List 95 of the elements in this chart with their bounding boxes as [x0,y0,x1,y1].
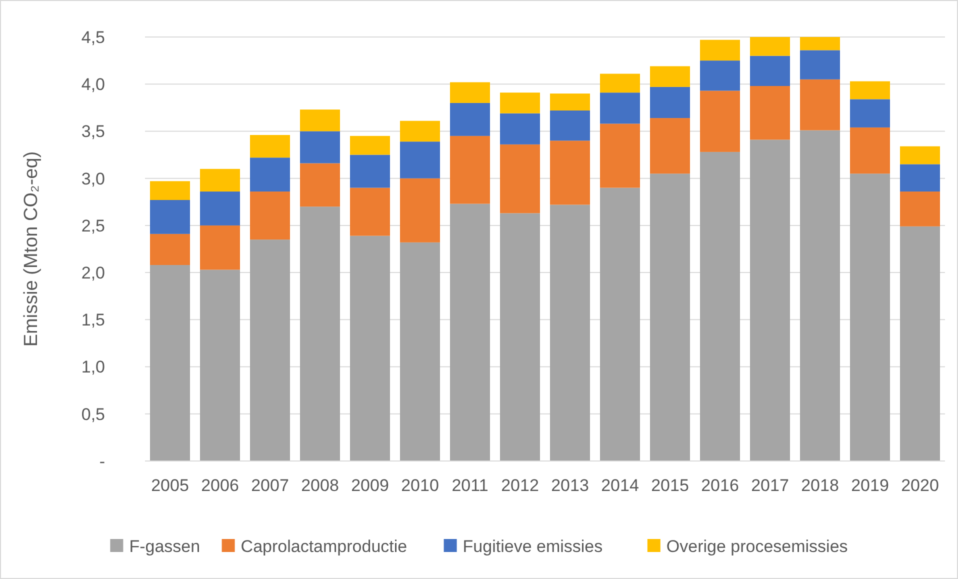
bar [500,213,540,461]
x-tick-label: 2008 [301,476,339,495]
bar [900,226,940,461]
bar [750,56,790,86]
bar [350,154,390,188]
bar [700,90,740,152]
bar [650,66,690,87]
bar [200,168,240,192]
bar [400,178,440,242]
bar [850,174,890,461]
y-tick-label: 2,0 [81,264,105,283]
bar [850,81,890,100]
x-tick-label: 2018 [801,476,839,495]
bar [500,113,540,144]
x-tick-label: 2015 [651,476,689,495]
bar [750,37,790,56]
bar [450,102,490,136]
bar [700,152,740,461]
bar [650,86,690,118]
bar [300,110,340,132]
bar [250,240,290,461]
bar [600,124,640,188]
y-tick-label: - [99,452,105,471]
bar [400,142,440,178]
legend-label: Fugitieve emissies [462,536,603,556]
bar [150,265,190,461]
x-tick-label: 2017 [751,476,789,495]
x-tick-label: 2012 [501,476,539,495]
x-tick-label: 2009 [351,476,389,495]
bar [150,234,190,266]
bar [750,86,790,140]
bar [200,270,240,461]
x-tick-label: 2014 [601,476,639,495]
y-tick-label: 0,5 [81,404,105,424]
x-tick-label: 2011 [452,476,488,495]
bar [350,188,390,236]
bar [600,74,640,93]
bar [300,163,340,207]
x-tick-label: 2019 [851,476,889,495]
bar [550,94,590,110]
y-tick-label: 4,0 [81,75,105,94]
bar [900,192,940,226]
y-tick-label: 3,0 [81,169,105,188]
bar [750,140,790,461]
bar [200,192,240,226]
x-tick-label: 2016 [701,476,739,495]
bar [900,164,940,192]
bar [800,37,840,50]
legend-label: F-gassen [129,536,200,556]
bar [300,206,340,461]
legend-label: Caprolactamproductie [240,536,408,556]
bar [400,242,440,461]
bar [350,136,390,155]
bar [700,60,740,91]
x-tick-label: 2010 [401,476,439,495]
bar [250,134,290,158]
y-tick-label: 4,5 [81,28,105,47]
y-tick-label: 3,5 [81,122,105,142]
y-tick-label: 1,0 [81,358,105,377]
bar [550,110,590,141]
bar [400,120,440,142]
bar [700,40,740,61]
bar [600,92,640,124]
bar [250,192,290,240]
y-tick-label: 2,5 [81,216,105,236]
x-tick-label: 2007 [251,476,289,495]
x-tick-label: 2020 [901,476,939,495]
bar [500,144,540,214]
bar [200,225,240,270]
legend-label: Overige procesemissies [666,536,848,556]
bar [500,92,540,114]
bar [450,82,490,103]
x-tick-label: 2006 [201,476,239,495]
x-tick-label: 2005 [151,476,189,495]
bar [800,79,840,130]
y-tick-label: 1,5 [81,310,105,330]
bar [300,131,340,164]
bar [850,127,890,174]
bar [250,158,290,192]
bar [150,200,190,234]
bar [450,204,490,461]
bar [900,146,940,164]
bar [550,204,590,461]
x-tick-label: 2013 [551,476,589,495]
bar [600,188,640,461]
bar [350,236,390,461]
bar [550,140,590,205]
bar [800,130,840,461]
bar [450,136,490,204]
bar [650,174,690,461]
bar [150,181,190,200]
bar [650,118,690,174]
bar [800,50,840,80]
y-axis-title: Emissie (Mton CO₂-eq) [21,151,42,347]
bar [850,99,890,128]
